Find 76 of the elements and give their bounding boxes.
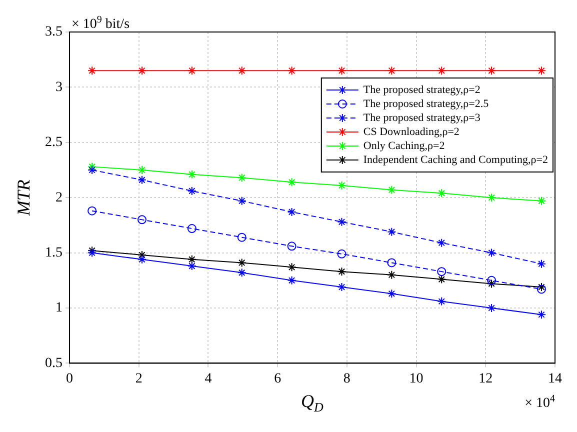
point — [337, 180, 346, 190]
y-tick-label: 2 — [56, 190, 62, 206]
point — [237, 173, 246, 182]
legend-label: The proposed strategy,ρ=2.5 — [363, 98, 490, 110]
point — [187, 262, 196, 271]
point — [287, 242, 296, 251]
point — [337, 217, 346, 226]
x-tick-label: 8 — [343, 371, 350, 386]
point — [187, 66, 196, 76]
point — [287, 178, 296, 187]
point — [387, 185, 396, 194]
legend-label: Only Caching,ρ=2 — [363, 140, 445, 152]
point — [237, 268, 246, 278]
point — [137, 175, 146, 184]
point — [237, 196, 246, 206]
point — [337, 282, 346, 292]
point — [137, 166, 146, 174]
point — [437, 296, 446, 306]
point — [387, 258, 396, 268]
y-tick-label: 2.5 — [45, 135, 62, 150]
point — [137, 215, 146, 224]
point — [187, 170, 196, 179]
x-tick-label: 6 — [274, 371, 282, 386]
y-tick-label: 3 — [56, 80, 62, 95]
point — [237, 66, 246, 76]
point — [437, 238, 446, 248]
y-tick-label: 0.5 — [45, 356, 62, 371]
x-tick-label: 0 — [66, 371, 73, 386]
point — [88, 206, 97, 216]
point — [237, 258, 246, 268]
point — [337, 267, 346, 276]
point — [437, 267, 446, 276]
point — [387, 289, 396, 298]
point — [337, 249, 346, 258]
point — [536, 196, 546, 206]
point — [88, 166, 97, 174]
x-tick-label: 10 — [409, 371, 424, 386]
point — [237, 232, 246, 242]
y-tick-label: 3.5 — [45, 24, 62, 40]
x-tick-label: 2 — [135, 371, 142, 386]
x-tick-label: 12 — [478, 371, 493, 386]
point — [287, 66, 296, 76]
point — [337, 66, 346, 76]
point — [137, 66, 146, 76]
legend-label: The proposed strategy,ρ=3 — [363, 112, 481, 124]
point — [387, 270, 396, 280]
point — [187, 224, 196, 234]
y-tick-label: 1.5 — [45, 245, 62, 260]
point — [437, 188, 446, 198]
point — [287, 262, 296, 272]
legend-label: CS Downloading,ρ=2 — [363, 126, 460, 138]
point — [287, 207, 296, 216]
point — [487, 304, 496, 312]
point — [137, 254, 146, 264]
x-tick-label: 14 — [548, 371, 562, 386]
point — [387, 66, 396, 76]
legend-label: Independent Caching and Computing,ρ=2 — [363, 154, 548, 166]
point — [487, 279, 496, 288]
point — [536, 259, 546, 268]
point — [437, 66, 446, 76]
point — [187, 186, 196, 196]
point — [487, 248, 496, 258]
y-axis-title: MTR — [14, 180, 34, 217]
point — [387, 227, 396, 236]
point — [536, 310, 546, 320]
point — [487, 276, 496, 285]
y-tick-label: 1 — [56, 300, 62, 316]
point — [487, 66, 496, 76]
legend-label: The proposed strategy,ρ=2 — [363, 84, 480, 96]
point — [88, 66, 97, 76]
point — [536, 66, 546, 76]
point — [437, 274, 446, 284]
point — [487, 193, 496, 202]
point — [287, 276, 296, 285]
point — [187, 254, 196, 264]
x-tick-label: 4 — [204, 371, 212, 386]
